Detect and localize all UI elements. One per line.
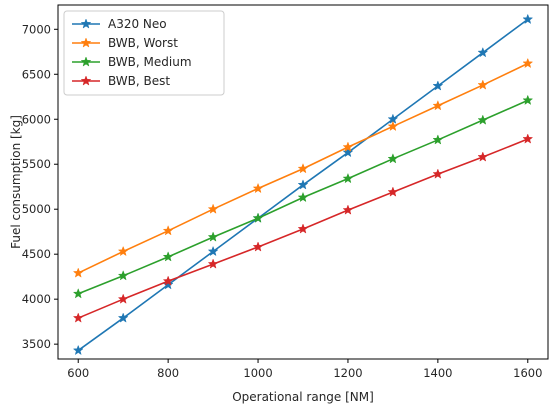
data-point — [432, 80, 444, 91]
legend-label: BWB, Medium — [108, 55, 192, 69]
y-axis-label: Fuel consumption [kg] — [9, 115, 23, 249]
series-bwb-medium — [72, 94, 534, 299]
x-tick-label: 600 — [67, 366, 89, 380]
data-point — [342, 146, 354, 158]
x-tick-label: 1000 — [243, 366, 272, 380]
y-tick-label: 4000 — [22, 292, 51, 306]
y-tick-label: 3500 — [22, 337, 51, 351]
data-point — [72, 344, 84, 356]
data-point — [72, 267, 84, 278]
series-layer — [72, 13, 534, 356]
data-point — [342, 141, 354, 152]
legend-item: BWB, Worst — [72, 36, 178, 50]
data-point — [387, 186, 399, 197]
data-point — [162, 225, 174, 236]
y-axis-ticks: 3500 4000 4500 5000 5500 6000 6500 7000 — [22, 22, 58, 351]
x-tick-label: 1600 — [513, 366, 542, 380]
data-point — [117, 293, 129, 304]
data-point — [432, 168, 444, 179]
data-point — [387, 120, 399, 132]
data-point — [477, 46, 489, 58]
data-point — [117, 245, 129, 257]
data-point — [297, 223, 309, 234]
data-point — [207, 203, 219, 214]
data-point — [162, 251, 174, 262]
data-point — [432, 134, 444, 145]
data-point — [432, 100, 444, 111]
data-point — [297, 179, 309, 190]
data-point — [72, 312, 84, 323]
y-tick-label: 5000 — [22, 202, 51, 216]
x-axis-label: Operational range [NM] — [232, 390, 374, 404]
data-point — [252, 212, 264, 223]
data-point — [477, 114, 489, 125]
data-point — [252, 241, 264, 252]
data-point — [342, 172, 354, 184]
legend-item: BWB, Best — [72, 74, 170, 88]
x-tick-label: 800 — [157, 366, 179, 380]
y-tick-label: 6000 — [22, 112, 51, 126]
series-bwb-worst — [72, 57, 534, 278]
legend-swatch-marker — [80, 37, 92, 48]
x-tick-label: 1200 — [333, 366, 362, 380]
data-point — [522, 13, 534, 25]
data-point — [297, 163, 309, 174]
data-point — [72, 288, 84, 299]
data-point — [252, 182, 264, 194]
data-point — [387, 153, 399, 164]
legend-swatch-marker — [80, 18, 92, 29]
legend-swatch-marker — [80, 75, 92, 86]
legend-label: BWB, Worst — [108, 36, 178, 50]
data-point — [117, 270, 129, 281]
y-tick-label: 7000 — [22, 22, 51, 36]
legend-label: BWB, Best — [108, 74, 170, 88]
legend: A320 Neo BWB, Worst BWB, Medium BWB, Best — [63, 10, 225, 96]
data-point — [522, 57, 534, 69]
legend-box — [63, 10, 225, 96]
x-axis-ticks: 600 800 1000 1200 1400 1600 — [67, 359, 542, 380]
data-point — [207, 245, 219, 257]
data-point — [207, 231, 219, 242]
data-point — [477, 79, 489, 90]
legend-swatch-marker — [80, 56, 92, 67]
legend-item: BWB, Medium — [72, 55, 192, 69]
plot-area — [57, 4, 549, 360]
x-tick-label: 1400 — [423, 366, 452, 380]
y-tick-label: 6500 — [22, 67, 51, 81]
data-point — [207, 258, 219, 269]
data-point — [162, 275, 174, 286]
data-point — [477, 151, 489, 162]
series-bwb-best — [72, 133, 534, 323]
data-point — [342, 204, 354, 215]
data-point — [297, 191, 309, 203]
data-point — [522, 133, 534, 144]
data-point — [117, 312, 129, 323]
data-point — [522, 94, 534, 105]
legend-label: A320 Neo — [108, 17, 167, 31]
legend-item: A320 Neo — [72, 17, 167, 31]
y-tick-label: 5500 — [22, 157, 51, 171]
y-tick-label: 4500 — [22, 247, 51, 261]
